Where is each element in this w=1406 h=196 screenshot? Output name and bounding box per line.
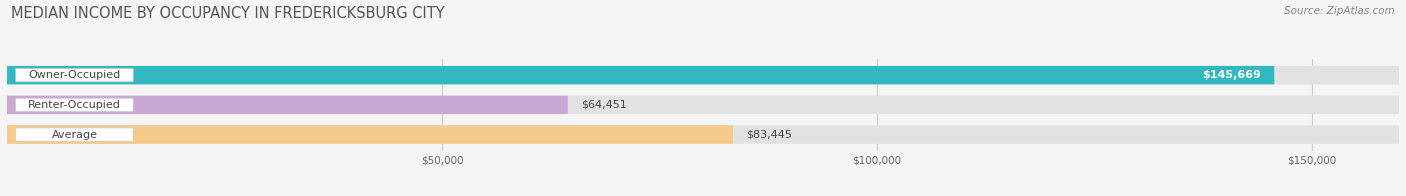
Text: Average: Average <box>52 130 97 140</box>
FancyBboxPatch shape <box>15 128 134 141</box>
Text: $145,669: $145,669 <box>1202 70 1261 80</box>
FancyBboxPatch shape <box>15 69 134 82</box>
Text: Source: ZipAtlas.com: Source: ZipAtlas.com <box>1284 6 1395 16</box>
FancyBboxPatch shape <box>7 66 1399 84</box>
FancyBboxPatch shape <box>15 98 134 112</box>
FancyBboxPatch shape <box>7 125 733 144</box>
Text: MEDIAN INCOME BY OCCUPANCY IN FREDERICKSBURG CITY: MEDIAN INCOME BY OCCUPANCY IN FREDERICKS… <box>11 6 444 21</box>
Text: $83,445: $83,445 <box>747 130 792 140</box>
FancyBboxPatch shape <box>7 66 1274 84</box>
FancyBboxPatch shape <box>7 125 1399 144</box>
FancyBboxPatch shape <box>7 96 1399 114</box>
Text: Owner-Occupied: Owner-Occupied <box>28 70 121 80</box>
FancyBboxPatch shape <box>7 96 568 114</box>
Text: Renter-Occupied: Renter-Occupied <box>28 100 121 110</box>
Text: $64,451: $64,451 <box>581 100 627 110</box>
